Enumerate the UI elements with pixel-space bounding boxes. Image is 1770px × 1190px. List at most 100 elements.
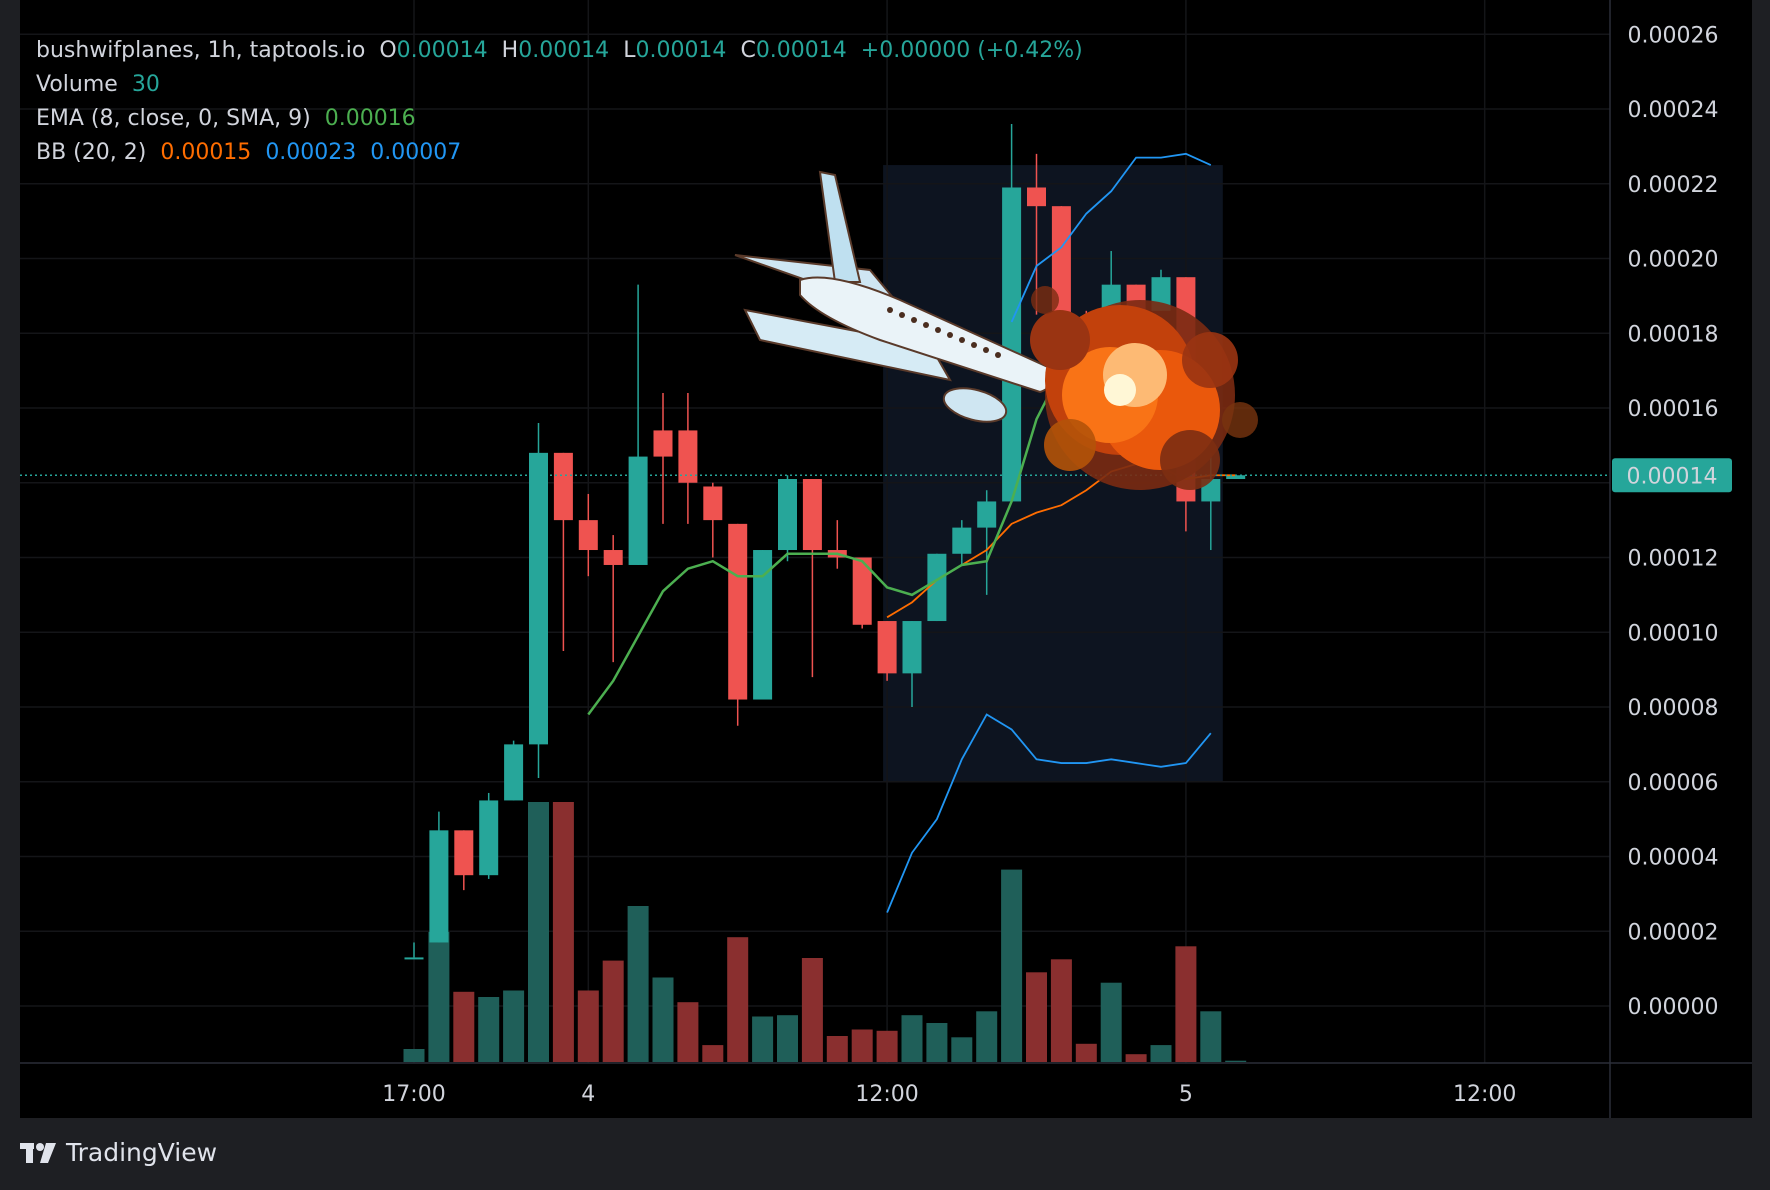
tradingview-logo[interactable]: TradingView bbox=[20, 1138, 217, 1167]
volume-bar bbox=[453, 991, 475, 1062]
candle-body bbox=[902, 621, 922, 674]
price-tick-label: 0.00026 bbox=[1628, 23, 1719, 48]
tradingview-brand: TradingView bbox=[66, 1138, 218, 1167]
svg-text:0.00014: 0.00014 bbox=[1627, 464, 1718, 489]
candle-body bbox=[553, 452, 573, 521]
volume-value: 30 bbox=[131, 72, 160, 97]
volume-bar bbox=[976, 1011, 998, 1062]
time-axis: 17:00 4 12:00 5 12:00 bbox=[382, 1082, 1516, 1107]
candle-body bbox=[628, 456, 648, 565]
time-tick-label: 12:00 bbox=[1453, 1082, 1516, 1107]
candle-body bbox=[479, 800, 499, 876]
candle-body bbox=[1002, 187, 1022, 502]
volume-bar bbox=[1075, 1043, 1097, 1062]
candle-body bbox=[753, 550, 773, 700]
airplane-icon bbox=[734, 170, 1055, 423]
bb-upper-line bbox=[1010, 152, 1212, 323]
candle-body bbox=[1226, 475, 1246, 480]
time-tick-label: 5 bbox=[1179, 1082, 1193, 1107]
time-tick-label: 4 bbox=[581, 1082, 595, 1107]
high-value: 0.00014 bbox=[518, 38, 610, 63]
volume-bar bbox=[1200, 1011, 1222, 1062]
legend-symbol-row: bushwifplanes, 1h, taptools.io O 0.00014 … bbox=[36, 34, 1083, 68]
tradingview-logo-icon bbox=[20, 1142, 56, 1163]
symbol-info[interactable]: bushwifplanes, 1h, taptools.io bbox=[36, 38, 366, 63]
ema-label: EMA (8, close, 0, SMA, 9) bbox=[36, 106, 311, 131]
price-axis: 0.00026 0.00024 0.00022 0.00020 0.00018 0.000… bbox=[1628, 23, 1719, 1020]
volume-bar bbox=[1100, 982, 1122, 1062]
candle-body bbox=[952, 527, 972, 554]
low-value: 0.00014 bbox=[635, 38, 727, 63]
volume-bar bbox=[951, 1037, 973, 1062]
volume-bar bbox=[1050, 959, 1072, 1062]
candle-body bbox=[404, 957, 424, 960]
candle-body bbox=[603, 550, 623, 565]
candle-body bbox=[703, 486, 723, 521]
candle-body bbox=[802, 479, 822, 551]
volume-bar bbox=[1225, 1060, 1247, 1062]
change-value: +0.00000 (+0.42%) bbox=[860, 38, 1083, 63]
candle-body bbox=[1027, 187, 1046, 207]
candle-body bbox=[578, 520, 598, 551]
volume-bar bbox=[1026, 972, 1047, 1062]
volume-bar bbox=[851, 1029, 873, 1062]
candle-body bbox=[529, 452, 548, 745]
current-price-tag: 0.00014 bbox=[1612, 458, 1732, 493]
price-tick-label: 0.00018 bbox=[1628, 322, 1719, 347]
volume-bar bbox=[627, 906, 649, 1062]
legend-bb-row[interactable]: BB (20, 2) 0.00015 0.00023 0.00007 bbox=[36, 136, 1083, 170]
bb-lower-line bbox=[886, 713, 1212, 913]
volume-bar bbox=[652, 977, 674, 1062]
volume-bar bbox=[702, 1045, 724, 1062]
price-tick-label: 0.00020 bbox=[1628, 248, 1719, 273]
ema-value: 0.00016 bbox=[324, 106, 416, 131]
candle-body bbox=[678, 430, 698, 483]
bb-lower-value: 0.00007 bbox=[370, 140, 462, 165]
candle-body bbox=[728, 523, 748, 700]
volume-bar bbox=[1001, 869, 1023, 1062]
volume-bar bbox=[602, 960, 624, 1062]
volume-bar bbox=[727, 937, 749, 1062]
volume-bar bbox=[901, 1015, 923, 1062]
volume-bars bbox=[403, 802, 1247, 1062]
price-tick-label: 0.00008 bbox=[1628, 696, 1719, 721]
candle-body bbox=[778, 479, 797, 551]
explosion-icon bbox=[1030, 286, 1258, 490]
candle-body bbox=[429, 830, 449, 943]
candle-body bbox=[877, 621, 897, 674]
low-label: L bbox=[623, 38, 636, 63]
legend-ema-row[interactable]: EMA (8, close, 0, SMA, 9) 0.00016 bbox=[36, 102, 1083, 136]
time-tick-label: 17:00 bbox=[382, 1082, 445, 1107]
price-tick-label: 0.00004 bbox=[1628, 846, 1719, 871]
bb-upper-value: 0.00023 bbox=[265, 140, 357, 165]
volume-bar bbox=[801, 958, 823, 1062]
candle-body bbox=[852, 557, 872, 625]
candle-body bbox=[927, 553, 947, 622]
price-tick-label: 0.00002 bbox=[1628, 920, 1719, 945]
candle-body bbox=[977, 501, 997, 528]
legend-volume-row[interactable]: Volume 30 bbox=[36, 68, 1083, 102]
price-tick-label: 0.00012 bbox=[1628, 547, 1719, 572]
volume-bar bbox=[777, 1015, 798, 1062]
price-tick-label: 0.00016 bbox=[1628, 397, 1719, 422]
bb-label: BB (20, 2) bbox=[36, 140, 147, 165]
volume-bar bbox=[677, 1002, 699, 1062]
candle-body bbox=[454, 830, 474, 876]
volume-bar bbox=[552, 802, 574, 1062]
volume-bar bbox=[926, 1023, 948, 1062]
volume-bar bbox=[876, 1030, 898, 1062]
close-value: 0.00014 bbox=[755, 38, 847, 63]
high-label: H bbox=[501, 38, 519, 63]
candle-body bbox=[653, 430, 673, 457]
volume-bar bbox=[577, 990, 599, 1062]
bb-basis-value: 0.00015 bbox=[160, 140, 252, 165]
volume-label: Volume bbox=[36, 72, 118, 97]
volume-bar bbox=[1125, 1054, 1147, 1062]
time-tick-label: 12:00 bbox=[855, 1082, 918, 1107]
price-tick-label: 0.00022 bbox=[1628, 173, 1719, 198]
volume-bar bbox=[826, 1036, 848, 1062]
candle-body bbox=[504, 744, 524, 801]
volume-bar bbox=[752, 1016, 774, 1062]
open-label: O bbox=[379, 38, 397, 63]
